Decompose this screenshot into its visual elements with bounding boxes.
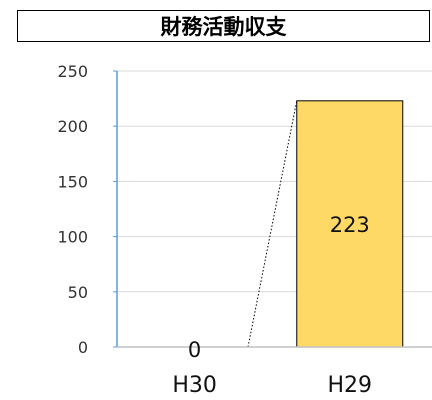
x-tick-label-h29: H29: [327, 373, 372, 398]
y-tick-label: 50: [68, 283, 88, 302]
chart-title: 財務活動収支: [17, 10, 430, 42]
x-tick-label-h30: H30: [172, 373, 217, 398]
bar-h29: [296, 100, 404, 348]
y-tick-label: 0: [78, 338, 88, 357]
axes: [116, 71, 432, 348]
y-tick-label: 100: [57, 228, 88, 247]
y-axis-ticks: 0 50 100 150 200 250: [57, 62, 117, 357]
labels: 0 H30 223 H29: [172, 213, 372, 398]
y-tick-label: 150: [57, 172, 88, 191]
bars: [296, 100, 404, 348]
series-lines: [247, 100, 298, 348]
series-line: [247, 100, 298, 348]
y-tick-label: 250: [57, 62, 88, 81]
y-tick-label: 200: [57, 117, 88, 136]
data-label-h30: 0: [188, 338, 201, 362]
data-label-h29: 223: [330, 213, 370, 237]
